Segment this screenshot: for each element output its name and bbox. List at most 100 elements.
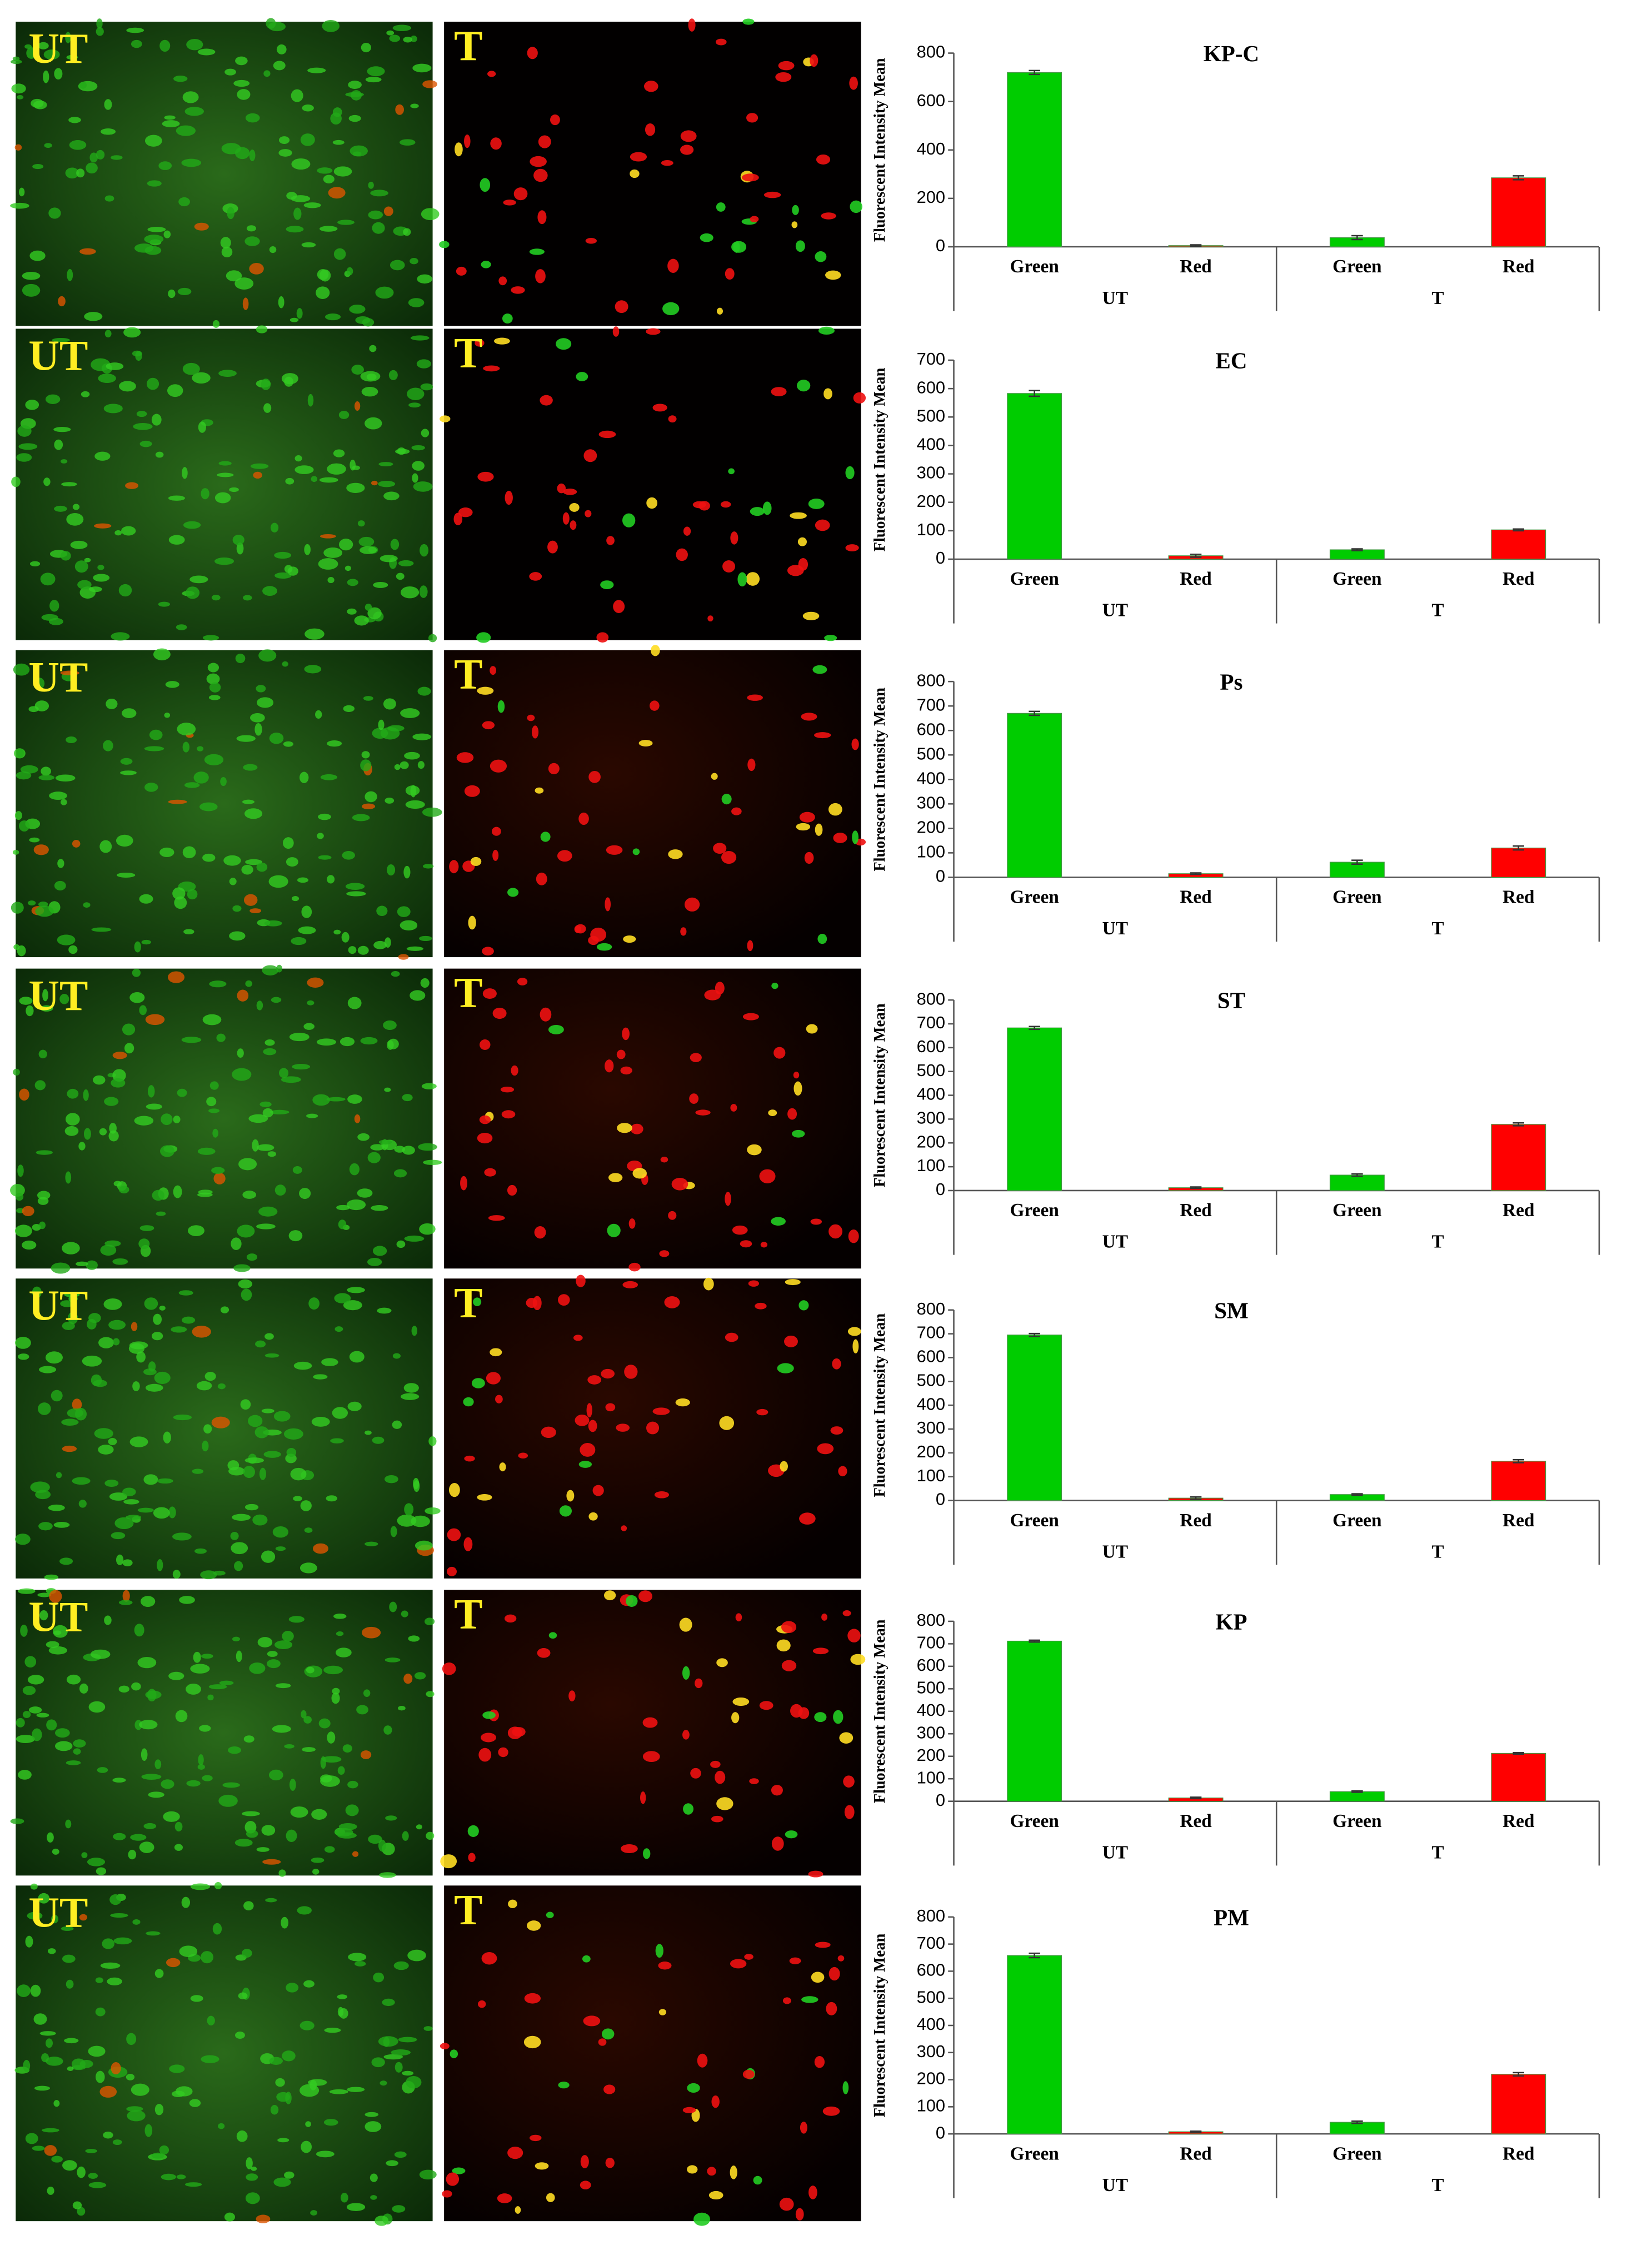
cell [290, 1806, 308, 1818]
cell [258, 1206, 278, 1217]
cell [392, 1353, 401, 1359]
cell [262, 1859, 281, 1865]
cell [360, 1750, 372, 1759]
cell [144, 235, 164, 244]
cell [172, 1532, 192, 1541]
cell [282, 661, 288, 667]
cell [646, 328, 661, 335]
cell [408, 298, 425, 307]
cell [186, 586, 200, 599]
cell [300, 1562, 317, 1574]
cell [168, 799, 187, 804]
cell [630, 1123, 643, 1134]
cell [592, 1485, 604, 1496]
cell [54, 439, 63, 450]
cell [72, 2201, 82, 2209]
cell [414, 1672, 426, 1680]
y-tick-label: 200 [917, 187, 945, 207]
cell [104, 1240, 121, 1247]
cell [126, 27, 144, 33]
cell [334, 1293, 351, 1303]
x-tick-label: Green [1332, 887, 1382, 908]
cell [402, 1831, 409, 1841]
cell [753, 2176, 762, 2185]
group-label: UT [1102, 600, 1128, 621]
cell [310, 2210, 318, 2216]
cell [289, 1779, 296, 1791]
cell [236, 1650, 242, 1662]
cell [246, 1830, 258, 1838]
cell [172, 1570, 181, 1579]
cell [291, 896, 300, 902]
cell [603, 2084, 616, 2094]
cell [217, 1383, 226, 1390]
cell [480, 1039, 491, 1050]
cell [134, 1624, 144, 1637]
cell [372, 222, 385, 234]
cell [99, 840, 112, 853]
cell [392, 1420, 402, 1429]
cell [32, 1224, 41, 1231]
cell [784, 1335, 798, 1347]
cell [387, 725, 405, 731]
cell [184, 2182, 202, 2187]
cell [393, 1169, 407, 1178]
cell [311, 1809, 327, 1820]
cell [201, 1654, 213, 1659]
cell [781, 1660, 797, 1671]
y-tick-label: 500 [917, 1677, 945, 1697]
cell [497, 700, 505, 713]
cell [93, 1380, 107, 1387]
cell [845, 466, 855, 480]
cell [66, 1760, 81, 1765]
cell [401, 1610, 408, 1617]
cell [281, 1917, 289, 1929]
cell [400, 761, 409, 769]
cell [130, 1834, 147, 1841]
cell [362, 1626, 381, 1639]
y-tick-label: 200 [917, 1442, 945, 1461]
cell [202, 1775, 213, 1781]
cell [201, 1951, 213, 1964]
cell [123, 327, 141, 338]
cell [245, 113, 260, 123]
cell [159, 39, 171, 52]
cell [801, 713, 817, 721]
cell [440, 415, 451, 422]
cell [732, 1697, 750, 1706]
cell [122, 1559, 133, 1566]
cell [332, 1687, 340, 1695]
cell [395, 2062, 403, 2073]
cell [365, 2121, 382, 2132]
cell [112, 1338, 120, 1346]
cell [139, 1005, 147, 1016]
cell [158, 601, 170, 607]
cell [167, 971, 185, 983]
cell [404, 1503, 414, 1516]
cell [421, 208, 440, 221]
micrograph-untreated: UT [11, 325, 437, 643]
cell [839, 1732, 854, 1744]
cell [402, 1146, 415, 1155]
cell [383, 1725, 392, 1735]
cell [174, 896, 187, 909]
cell [676, 548, 688, 561]
y-tick-label: 600 [917, 1960, 945, 1980]
cell [148, 1791, 164, 1798]
cell [373, 581, 388, 588]
cell [192, 1469, 204, 1474]
cell [422, 80, 437, 88]
panel-label: T [454, 329, 482, 377]
cell [129, 1341, 148, 1350]
cell [94, 1428, 113, 1439]
cell [244, 808, 263, 819]
cell [302, 104, 314, 112]
cell [523, 2035, 541, 2049]
y-tick-label: 400 [917, 768, 945, 788]
x-tick-label: Green [1332, 256, 1382, 277]
cell [67, 2066, 74, 2071]
cell [190, 1995, 203, 2002]
cell [482, 1711, 496, 1719]
cell [288, 1230, 303, 1242]
cell [844, 1805, 855, 1819]
